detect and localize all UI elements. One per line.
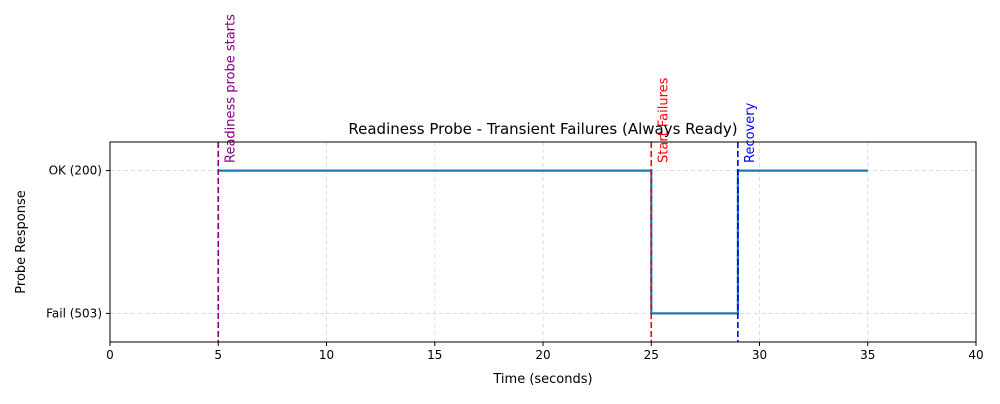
series <box>218 169 868 315</box>
y-tick-label: OK (200) <box>49 164 102 178</box>
x-tick-label: 20 <box>535 348 550 362</box>
y-axis-label: Probe Response <box>14 190 29 293</box>
y-tick-label: Fail (503) <box>46 306 102 320</box>
x-tick-label: 10 <box>319 348 334 362</box>
event-marker-label: Readiness probe starts <box>223 14 238 163</box>
x-tick-label: 15 <box>427 348 442 362</box>
x-tick-label: 5 <box>214 348 222 362</box>
event-marker-label: Recovery <box>743 102 758 163</box>
chart-title: Readiness Probe - Transient Failures (Al… <box>348 120 737 138</box>
x-axis-ticks: 0 5 10 15 20 25 30 35 40 <box>106 342 984 362</box>
x-tick-label: 25 <box>644 348 659 362</box>
x-axis-label: Time (seconds) <box>492 372 592 387</box>
y-axis-ticks: OK (200) Fail (503) <box>46 164 110 320</box>
probe-response-line <box>218 169 868 315</box>
x-tick-label: 35 <box>860 348 875 362</box>
x-tick-label: 30 <box>752 348 767 362</box>
x-tick-label: 40 <box>968 348 983 362</box>
x-tick-label: 0 <box>106 348 114 362</box>
